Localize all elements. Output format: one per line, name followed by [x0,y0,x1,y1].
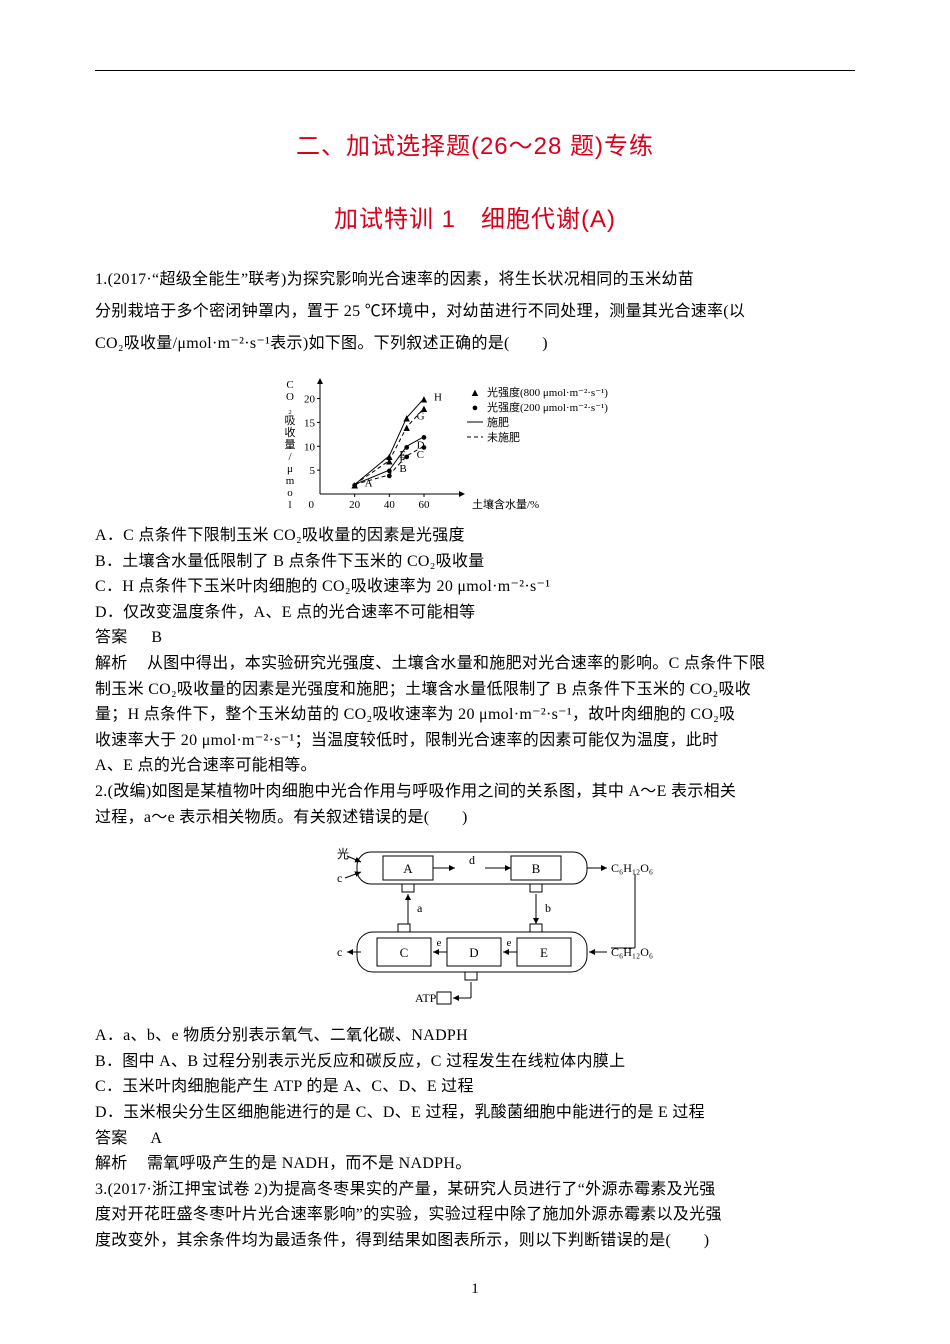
q1-exp-2: 制玉米 CO₂吸收量的因素是光强度和施肥；土壤含水量低限制了 B 点条件下玉米的… [95,677,855,703]
svg-text:未施肥: 未施肥 [487,431,520,444]
svg-text:H: H [434,392,442,404]
q3-stem-line1: 3.(2017·浙江押宝试卷 2)为提高冬枣果实的产量，某研究人员进行了“外源赤… [95,1177,855,1203]
q1-exp-5: A、E 点的光合速率可能相等。 [95,753,855,779]
q1-explain-label: 解析 [95,651,147,677]
svg-text:m: m [286,475,295,487]
svg-text:●: ● [421,441,428,453]
svg-text:E: E [540,945,548,960]
q2-stem-line1: 2.(改编)如图是某植物叶肉细胞中光合作用与呼吸作用之间的关系图，其中 A～E … [95,779,855,805]
svg-text:施肥: 施肥 [487,416,509,429]
svg-text:C₆H₁₂O₆: C₆H₁₂O₆ [611,945,653,959]
svg-text:a: a [417,901,423,915]
svg-text:A: A [403,861,413,876]
svg-text:▲: ▲ [401,422,412,434]
q2-stem-line2: 过程，a～e 表示相关物质。有关叙述错误的是( ) [95,805,855,831]
page-number: 1 [95,1281,855,1298]
q1-stem-line2: 分别栽培于多个密闭钟罩内，置于 25 ℃环境中，对幼苗进行不同处理，测量其光合速… [95,296,855,328]
q1-chart: CO₂吸收量/μmol·m⁻²·s⁻¹51015202040600土壤含水量/%… [95,364,855,519]
q1-answer-row: 答案 B [95,625,855,651]
q1-exp-4: 收速率大于 20 μmol·m⁻²·s⁻¹；当温度较低时，限制光合速率的因素可能… [95,728,855,754]
q2-exp-1: 需氧呼吸产生的是 NADH，而不是 NADPH。 [147,1155,472,1172]
q1-stem-line3: CO₂吸收量/μmol·m⁻²·s⁻¹表示)如下图。下列叙述正确的是( ) [95,328,855,360]
svg-text:20: 20 [304,394,316,406]
top-rule [95,70,855,71]
q2-option-b: B．图中 A、B 过程分别表示光反应和碳反应，C 过程发生在线粒体内膜上 [95,1049,855,1075]
svg-text:0: 0 [309,499,315,511]
svg-text:₂: ₂ [288,403,292,415]
q2-explain-row: 解析需氧呼吸产生的是 NADH，而不是 NADPH。 [95,1151,855,1177]
q3-stem-line2: 度对开花旺盛冬枣叶片光合速率影响”的实验，实验过程中除了施加外源赤霉素以及光强 [95,1202,855,1228]
section-title: 二、加试选择题(26～28 题)专练 [95,126,855,161]
q2-diagram: ABdC₆H₁₂O₆光cabCDEeecC₆H₁₂O₆ATP [95,834,855,1019]
q2-explain-label: 解析 [95,1151,147,1177]
svg-text:d: d [469,853,475,867]
q1-option-a: A．C 点条件下限制玉米 CO₂吸收量的因素是光强度 [95,523,855,549]
svg-text:10: 10 [304,441,316,453]
svg-text:C₆H₁₂O₆: C₆H₁₂O₆ [611,861,653,875]
svg-text:40: 40 [384,499,396,511]
q2-option-c: C．玉米叶肉细胞能产生 ATP 的是 A、C、D、E 过程 [95,1074,855,1100]
svg-text:O: O [286,391,294,403]
svg-text:e: e [437,937,442,949]
q2-answer-row: 答案 A [95,1126,855,1152]
q1-option-d: D．仅改变温度条件，A、E 点的光合速率不可能相等 [95,600,855,626]
svg-text:e: e [507,937,512,949]
q2-answer-value: A [150,1130,162,1147]
svg-text:光: 光 [337,847,349,861]
svg-text:吸: 吸 [285,415,296,427]
svg-text:l: l [288,499,291,511]
q1-stem-line1: 1.(2017·“超级全能生”联考)为探究影响光合速率的因素，将生长状况相同的玉… [95,264,855,296]
q3-stem-line3: 度改变外，其余条件均为最适条件，得到结果如图表所示，则以下判断错误的是( ) [95,1228,855,1254]
svg-text:▲: ▲ [470,387,481,399]
svg-text:c: c [337,945,342,959]
svg-text:A: A [365,477,373,489]
q1-option-c: C．H 点条件下玉米叶肉细胞的 CO₂吸收速率为 20 μmol·m⁻²·s⁻¹ [95,574,855,600]
svg-text:土壤含水量/%: 土壤含水量/% [472,497,539,511]
q1-exp-3: 量；H 点条件下，整个玉米幼苗的 CO₂吸收速率为 20 μmol·m⁻²·s⁻… [95,702,855,728]
svg-text:光强度(800 μmol·m⁻²·s⁻¹): 光强度(800 μmol·m⁻²·s⁻¹) [487,385,608,399]
svg-text:20: 20 [349,499,361,511]
svg-text:收: 收 [285,425,296,439]
svg-text:c: c [337,871,342,885]
q1-explain-row1: 解析从图中得出，本实验研究光强度、土壤含水量和施肥对光合速率的影响。C 点条件下… [95,651,855,677]
svg-text:o: o [287,487,293,499]
q1-option-b: B．土壤含水量低限制了 B 点条件下玉米的 CO₂吸收量 [95,549,855,575]
svg-text:量: 量 [285,438,296,451]
svg-text:15: 15 [304,417,316,429]
svg-text:60: 60 [419,499,431,511]
svg-text:●: ● [403,451,410,463]
svg-text:ATP: ATP [415,991,437,1005]
q2-option-a: A．a、b、e 物质分别表示氧气、二氧化碳、NADPH [95,1023,855,1049]
q1-answer-label: 答案 [95,625,147,651]
svg-text:●: ● [472,402,479,414]
svg-text:5: 5 [310,465,316,477]
svg-text:C: C [400,945,409,960]
svg-text:●: ● [386,470,393,482]
svg-text:/: / [288,451,292,463]
q2-option-d: D．玉米根尖分生区细胞能进行的是 C、D、E 过程，乳酸菌细胞中能进行的是 E … [95,1100,855,1126]
q1-answer-value: B [151,629,162,646]
svg-text:b: b [545,901,551,915]
q2-answer-label: 答案 [95,1126,147,1152]
svg-text:μ: μ [287,463,293,475]
svg-text:B: B [399,463,406,475]
sub-title: 加试特训 1 细胞代谢(A) [95,199,855,234]
svg-text:C: C [286,379,293,391]
svg-text:·: · [288,511,292,514]
svg-text:D: D [469,945,478,960]
q1-exp-1: 从图中得出，本实验研究光强度、土壤含水量和施肥对光合速率的影响。C 点条件下限 [147,655,765,672]
svg-text:●: ● [351,479,358,491]
svg-text:光强度(200 μmol·m⁻²·s⁻¹): 光强度(200 μmol·m⁻²·s⁻¹) [487,400,608,414]
svg-text:B: B [532,861,541,876]
svg-text:▲: ▲ [419,403,430,415]
